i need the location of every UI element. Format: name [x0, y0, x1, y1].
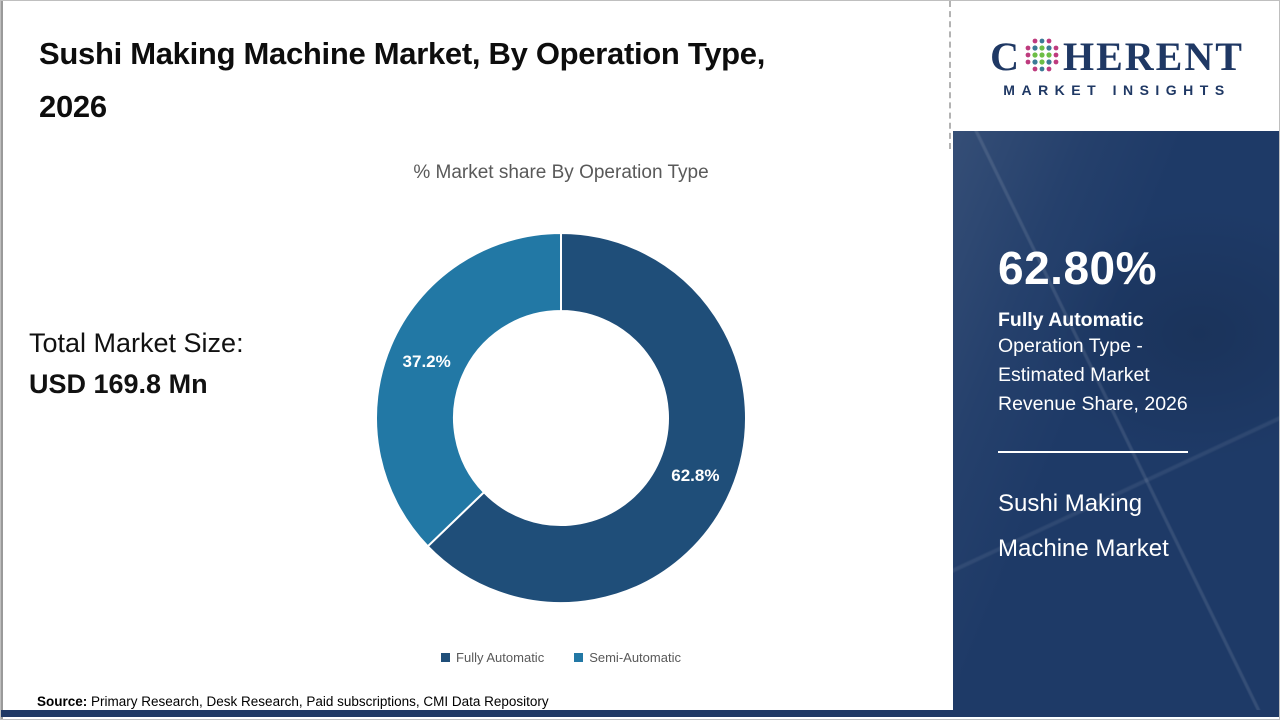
source-label: Source:: [37, 694, 88, 709]
legend-swatch-fully-automatic: [441, 653, 451, 662]
chart-legend: Fully Automatic Semi-Automatic: [171, 650, 951, 665]
stat-description-line-2: Estimated Market: [998, 364, 1150, 386]
donut-slice-1: [375, 231, 562, 548]
total-market-size-block: Total Market Size: USD 169.8 Mn: [29, 323, 244, 405]
logo-brand-rest: HERENT: [1062, 33, 1244, 79]
source-text: Primary Research, Desk Research, Paid su…: [87, 694, 549, 709]
stat-value: 62.80%: [998, 242, 1158, 294]
donut-slice-0: [426, 231, 747, 604]
chart-subtitle: % Market share By Operation Type: [413, 162, 709, 183]
header-dashed-divider: [949, 1, 951, 149]
stat-description-line-3: Revenue Share, 2026: [998, 393, 1188, 415]
logo-letter-c: C: [990, 33, 1021, 79]
panel-divider-line: [998, 451, 1188, 453]
stat-segment-name: Fully Automatic: [998, 309, 1144, 331]
donut-chart: 62.8% 37.2%: [371, 228, 751, 608]
legend-item-semi-automatic: Semi-Automatic: [574, 650, 681, 665]
legend-label-semi-automatic: Semi-Automatic: [589, 650, 681, 665]
slice-label-0: 62.8%: [671, 466, 719, 485]
source-line: Source: Primary Research, Desk Research,…: [37, 694, 549, 709]
legend-swatch-semi-automatic: [574, 653, 584, 662]
stat-description-line-1: Operation Type -: [998, 335, 1143, 357]
logo-tagline: MARKET INSIGHTS: [1003, 81, 1231, 98]
legend-label-fully-automatic: Fully Automatic: [456, 650, 545, 665]
logo-brand-text: C HERENT: [990, 35, 1244, 79]
panel-market-name: Sushi Making Machine Market: [998, 490, 1169, 562]
total-market-size-label: Total Market Size:: [29, 328, 244, 358]
side-panel-content: 62.80% Fully Automatic Operation Type - …: [998, 131, 1248, 571]
donut-chart-svg: 62.8% 37.2%: [375, 231, 747, 604]
globe-dots-icon: [1025, 38, 1059, 71]
coherent-logo: C HERENT MARKET INSIGHTS: [953, 1, 1279, 131]
legend-item-fully-automatic: Fully Automatic: [441, 650, 544, 665]
total-market-size-value: USD 169.8 Mn: [29, 369, 208, 399]
page-title: Sushi Making Machine Market, By Operatio…: [39, 36, 766, 124]
slice-label-1: 37.2%: [403, 352, 451, 371]
side-panel: 62.80% Fully Automatic Operation Type - …: [953, 131, 1279, 710]
bottom-accent-bar: [1, 710, 1279, 717]
